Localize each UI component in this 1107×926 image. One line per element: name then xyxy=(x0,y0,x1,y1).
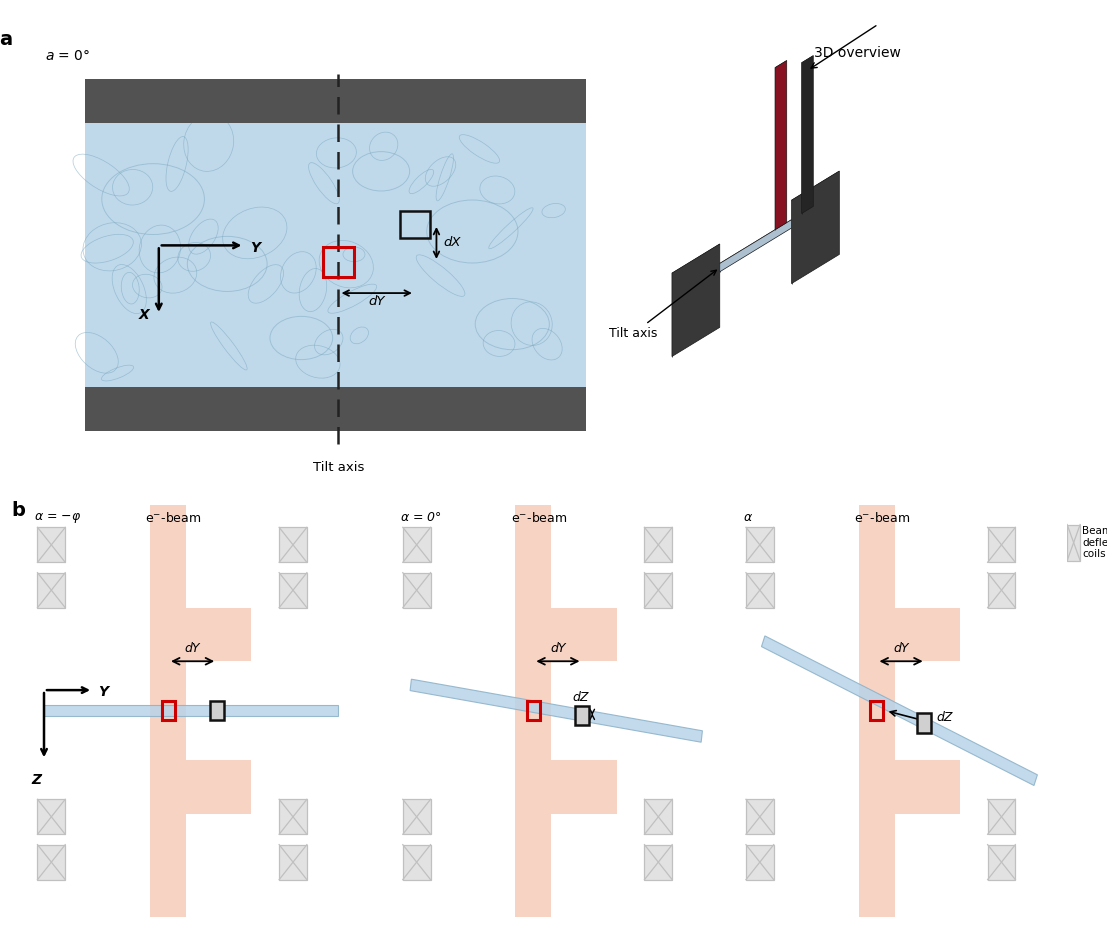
Polygon shape xyxy=(720,219,792,271)
Bar xyxy=(746,845,774,880)
Polygon shape xyxy=(801,56,814,214)
Bar xyxy=(403,572,431,607)
Bar xyxy=(746,572,774,607)
Text: dZ: dZ xyxy=(572,691,589,704)
Bar xyxy=(162,701,175,720)
Bar xyxy=(38,572,65,607)
Text: dY: dY xyxy=(185,643,200,656)
Polygon shape xyxy=(762,636,1037,785)
Bar xyxy=(1067,524,1080,560)
Bar xyxy=(894,607,960,661)
Polygon shape xyxy=(720,219,792,263)
Bar xyxy=(917,713,931,732)
Bar xyxy=(279,527,307,562)
Bar xyxy=(38,845,65,880)
Bar xyxy=(85,122,587,387)
Bar xyxy=(987,572,1015,607)
Bar xyxy=(516,505,551,917)
Polygon shape xyxy=(775,60,787,230)
Bar xyxy=(403,799,431,834)
Bar xyxy=(644,845,672,880)
Text: dY: dY xyxy=(369,294,385,307)
Bar xyxy=(746,527,774,562)
Bar xyxy=(151,505,186,917)
Bar xyxy=(527,701,540,720)
Text: 3D overview: 3D overview xyxy=(815,46,901,60)
Bar xyxy=(551,607,617,661)
Bar xyxy=(186,760,251,814)
Polygon shape xyxy=(44,705,338,717)
Bar xyxy=(894,760,960,814)
Polygon shape xyxy=(410,679,703,743)
Text: Tilt axis: Tilt axis xyxy=(609,270,716,340)
Bar xyxy=(551,760,617,814)
Text: $\alpha$ = $-\varphi$: $\alpha$ = $-\varphi$ xyxy=(34,511,82,525)
Bar xyxy=(210,701,224,720)
Bar xyxy=(38,799,65,834)
Polygon shape xyxy=(792,171,839,200)
Polygon shape xyxy=(775,60,787,68)
Text: $\it{a}$ = 0°: $\it{a}$ = 0° xyxy=(44,48,90,63)
Bar xyxy=(403,845,431,880)
Bar xyxy=(85,387,587,431)
Bar xyxy=(279,799,307,834)
Text: e$^{-}$-beam: e$^{-}$-beam xyxy=(145,511,201,525)
Polygon shape xyxy=(792,171,839,283)
Bar xyxy=(85,79,587,122)
Bar xyxy=(38,527,65,562)
Bar xyxy=(987,845,1015,880)
Polygon shape xyxy=(801,56,814,63)
Text: $\alpha$ = 0°: $\alpha$ = 0° xyxy=(400,511,442,524)
Bar xyxy=(279,572,307,607)
Text: Beam
deflector
coils: Beam deflector coils xyxy=(1083,526,1107,559)
Bar xyxy=(987,527,1015,562)
Bar xyxy=(400,210,430,237)
Text: Z: Z xyxy=(31,772,41,786)
Polygon shape xyxy=(672,244,720,357)
Bar xyxy=(186,607,251,661)
Bar xyxy=(576,706,589,725)
Bar xyxy=(746,799,774,834)
Bar xyxy=(644,799,672,834)
Text: Y: Y xyxy=(97,685,107,699)
Bar xyxy=(279,845,307,880)
Bar xyxy=(644,527,672,562)
Text: $\alpha$: $\alpha$ xyxy=(743,511,753,524)
Bar xyxy=(987,799,1015,834)
Text: dZ: dZ xyxy=(937,711,953,724)
Text: X: X xyxy=(138,308,149,322)
Text: dY: dY xyxy=(550,643,566,656)
Text: dX: dX xyxy=(443,236,461,249)
Bar xyxy=(859,505,894,917)
Bar xyxy=(644,572,672,607)
Text: Tilt axis: Tilt axis xyxy=(312,460,364,474)
Text: b: b xyxy=(11,501,25,519)
Text: dY: dY xyxy=(893,643,909,656)
Text: e$^{-}$-beam: e$^{-}$-beam xyxy=(853,511,910,525)
Bar xyxy=(870,701,883,720)
Text: Y: Y xyxy=(250,242,260,256)
Text: a: a xyxy=(0,30,12,49)
Polygon shape xyxy=(672,244,720,273)
Bar xyxy=(323,246,354,277)
Bar xyxy=(403,527,431,562)
Text: e$^{-}$-beam: e$^{-}$-beam xyxy=(510,511,567,525)
